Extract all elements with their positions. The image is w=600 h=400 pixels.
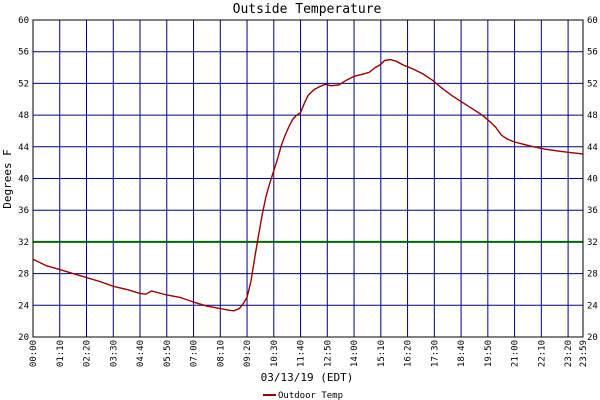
- x-tick-label: 11:40: [297, 340, 307, 367]
- x-tick-label: 23:20: [564, 340, 574, 367]
- x-tick-label: 07:00: [190, 340, 200, 367]
- y-tick-label-right: 52: [587, 79, 598, 89]
- x-tick-label: 12:50: [323, 340, 333, 367]
- x-tick-label: 17:30: [430, 340, 440, 367]
- x-tick-label: 08:10: [216, 340, 226, 367]
- x-axis-label: 03/13/19 (EDT): [261, 371, 354, 384]
- y-tick-label-left: 44: [18, 143, 29, 153]
- grid: [33, 20, 583, 337]
- x-tick-label: 00:00: [29, 340, 39, 367]
- chart-title: Outside Temperature: [233, 2, 382, 17]
- legend-label: Outdoor Temp: [278, 391, 343, 400]
- y-tick-label-right: 24: [587, 301, 598, 311]
- x-tick-label: 21:00: [511, 340, 521, 367]
- y-tick-label-left: 28: [18, 270, 29, 280]
- x-tick-label: 16:20: [404, 340, 414, 367]
- x-axis: 00:00 01:10 02:20 03:30 04:40 05:50 07:00 08:10…: [29, 340, 589, 367]
- x-tick-label: 10:30: [270, 340, 280, 367]
- x-tick-label: 14:00: [350, 340, 360, 367]
- y-axis-left: 20 24 28 32 36 40 44 48 52 56 60: [18, 16, 29, 343]
- y-tick-label-left: 48: [18, 111, 29, 121]
- x-tick-label: 23:59: [579, 340, 589, 367]
- y-tick-label-left: 60: [18, 16, 29, 26]
- plot-frame: [32, 19, 584, 338]
- legend: Outdoor Temp: [263, 391, 343, 400]
- y-tick-label-left: 52: [18, 79, 29, 89]
- y-tick-label-left: 20: [18, 333, 29, 343]
- y-tick-label-right: 44: [587, 143, 598, 153]
- y-tick-label-right: 40: [587, 175, 598, 185]
- y-tick-label-right: 32: [587, 238, 598, 248]
- x-tick-label: 03:30: [109, 340, 119, 367]
- y-tick-label-left: 32: [18, 238, 29, 248]
- y-tick-label-left: 36: [18, 206, 29, 216]
- y-tick-label-right: 36: [587, 206, 598, 216]
- x-tick-label: 04:40: [136, 340, 146, 367]
- y-tick-label-right: 28: [587, 270, 598, 280]
- x-tick-label: 15:10: [377, 340, 387, 367]
- y-tick-label-left: 40: [18, 175, 29, 185]
- x-tick-label: 02:20: [83, 340, 93, 367]
- y-tick-label-left: 56: [18, 48, 29, 58]
- y-tick-label-right: 48: [587, 111, 598, 121]
- x-tick-label: 05:50: [163, 340, 173, 367]
- series-line-outdoor-temp: [32, 58, 584, 312]
- x-tick-label: 19:50: [484, 340, 494, 367]
- x-tick-label: 22:10: [537, 340, 547, 367]
- x-tick-label: 01:10: [56, 340, 66, 367]
- y-tick-label-right: 56: [587, 48, 598, 58]
- y-tick-label-right: 60: [587, 16, 598, 26]
- y-axis-right: 20 24 28 32 36 40 44 48 52 56 60: [587, 16, 598, 343]
- y-axis-label: Degrees F: [1, 149, 14, 209]
- y-tick-label-left: 24: [18, 301, 29, 311]
- x-tick-label: 18:40: [457, 340, 467, 367]
- y-tick-label-right: 20: [587, 333, 598, 343]
- x-tick-label: 09:20: [243, 340, 253, 367]
